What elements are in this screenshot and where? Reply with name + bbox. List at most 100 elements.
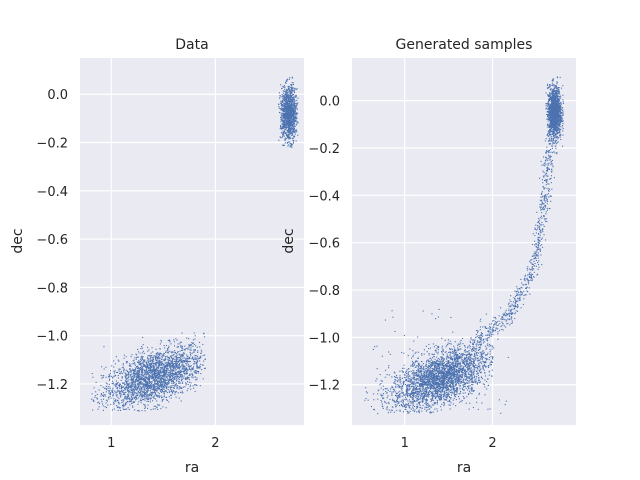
data-point [132,380,134,382]
data-point [198,357,200,359]
data-point [288,127,290,129]
data-point [173,367,175,369]
data-point [383,393,385,395]
data-point [110,403,112,405]
data-point [111,389,113,391]
data-point [111,376,113,378]
data-point [139,370,141,372]
data-point [176,339,178,341]
data-point [193,349,195,351]
data-point [364,399,366,401]
data-point [283,85,285,87]
data-point [135,386,137,388]
data-point [130,396,132,398]
data-point [143,386,145,388]
data-point [157,352,159,354]
data-point [293,114,295,116]
data-point [418,402,420,404]
data-point [148,379,150,381]
data-point [289,122,291,124]
data-point [393,411,395,413]
data-point [106,383,108,385]
data-point [291,101,293,103]
data-point [292,124,294,126]
data-point [118,402,120,404]
data-point [165,364,167,366]
data-point [155,364,157,366]
data-point [137,403,139,405]
data-point [292,102,294,104]
data-point [164,347,166,349]
data-point [416,411,418,413]
data-point [159,358,161,360]
data-point [147,372,149,374]
data-point [134,376,136,378]
data-point [163,376,165,378]
data-point [471,370,473,372]
data-point [414,406,416,408]
data-point [291,89,293,91]
data-point [134,388,136,390]
data-point [167,377,169,379]
data-point [125,403,127,405]
data-point [160,374,162,376]
data-point [163,375,165,377]
data-point [452,386,454,388]
data-point [294,130,296,132]
data-point [182,349,184,351]
data-point [138,401,140,403]
data-point [291,82,293,84]
data-point [159,355,161,357]
data-point [129,374,131,376]
data-point [467,364,469,366]
data-point [170,360,172,362]
data-point [400,395,402,397]
data-point [166,384,168,386]
data-point [282,107,284,109]
data-point [130,385,132,387]
data-point [174,370,176,372]
data-point [386,397,388,399]
data-point [123,408,125,410]
data-point [147,385,149,387]
data-point [471,384,473,386]
data-point [474,375,476,377]
data-point [192,385,194,387]
data-point [429,363,431,365]
data-point [165,345,167,347]
data-point [166,387,168,389]
data-point [152,365,154,367]
data-point [149,363,151,365]
data-point [130,394,132,396]
data-point [174,345,176,347]
data-point [141,396,143,398]
data-point [148,375,150,377]
data-point [448,365,450,367]
data-point [419,371,421,373]
data-point [472,390,474,392]
data-point [143,391,145,393]
data-point [165,351,167,353]
data-point [173,363,175,365]
data-point [291,104,293,106]
data-point [159,377,161,379]
data-point [158,395,160,397]
data-point [138,388,140,390]
data-point [118,406,120,408]
data-point [200,355,202,357]
data-point [135,392,137,394]
data-point [477,368,479,370]
data-point [189,386,191,388]
data-point [113,370,115,372]
data-point [292,120,294,122]
data-point [115,401,117,403]
data-point [427,386,429,388]
data-point [119,368,121,370]
data-point [168,372,170,374]
data-point [283,86,285,88]
data-point [174,365,176,367]
data-point [126,398,128,400]
data-point [133,375,135,377]
data-point [288,107,290,109]
data-point [131,379,133,381]
